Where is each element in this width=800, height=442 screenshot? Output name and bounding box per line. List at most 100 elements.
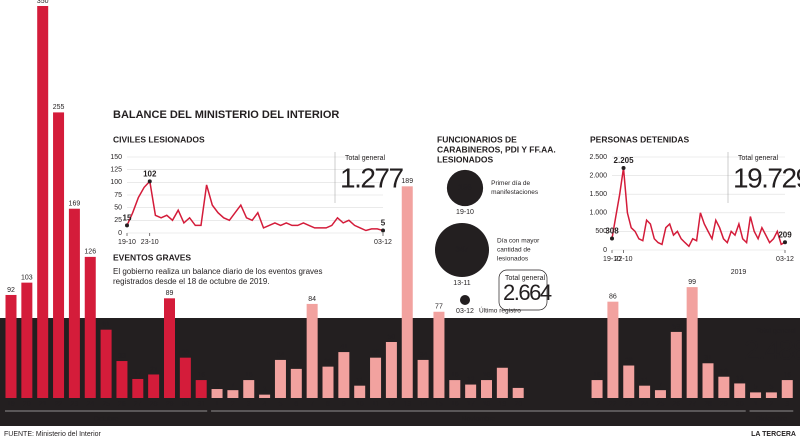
bar bbox=[21, 282, 33, 398]
bar-value-label: 36 bbox=[181, 350, 189, 357]
month-label: Diciembre bbox=[756, 416, 788, 423]
x-tick-label: 19-10 bbox=[603, 256, 621, 263]
bar bbox=[5, 294, 17, 398]
bar bbox=[354, 385, 366, 398]
bar-value-label: 34 bbox=[419, 352, 427, 359]
chart-title: FUNCIONARIOS DE bbox=[437, 134, 517, 144]
bar-value-label: 16 bbox=[593, 372, 601, 379]
bar-value-label: 103 bbox=[21, 274, 33, 281]
total-label: Total general bbox=[505, 275, 546, 282]
x-tick-label: 19-10 bbox=[118, 239, 136, 246]
x-tick-label: 24 bbox=[86, 401, 94, 408]
bar-value-label: 169 bbox=[69, 201, 81, 208]
bar bbox=[322, 366, 334, 398]
x-tick-label: 4 bbox=[263, 401, 267, 408]
bar-value-label: 19 bbox=[720, 369, 728, 376]
bar bbox=[259, 394, 271, 398]
x-tick-label: 7 bbox=[310, 401, 314, 408]
bar bbox=[148, 374, 160, 398]
bar bbox=[211, 389, 223, 398]
bar bbox=[765, 392, 777, 398]
y-tick-label: 150 bbox=[110, 154, 122, 161]
bar-value-label: 17 bbox=[134, 371, 142, 378]
bar bbox=[68, 208, 80, 398]
x-tick-label: 22-10 bbox=[615, 256, 633, 263]
month-label: Octubre bbox=[94, 416, 119, 423]
bubble-note: Primer día de bbox=[491, 180, 530, 187]
x-tick-label: 13 bbox=[403, 401, 411, 408]
x-tick-label: 2 bbox=[769, 401, 773, 408]
bar-value-label: 31 bbox=[704, 355, 712, 362]
bar bbox=[227, 390, 239, 398]
bar-value-label: 189 bbox=[401, 178, 413, 185]
bubble-note: lesionados bbox=[497, 256, 529, 263]
x-tick-label: 12 bbox=[388, 401, 396, 408]
bar bbox=[84, 256, 96, 398]
bar bbox=[306, 303, 318, 398]
bar bbox=[132, 378, 144, 398]
bar-value-label: 7 bbox=[231, 382, 235, 389]
bar-value-label: 3 bbox=[263, 386, 267, 393]
y-tick-label: 50 bbox=[114, 205, 122, 212]
x-tick-label: 20 bbox=[514, 401, 522, 408]
y-tick-label: 2.000 bbox=[589, 172, 607, 179]
y-tick-label: 25 bbox=[114, 217, 122, 224]
bar-value-label: 16 bbox=[483, 372, 491, 379]
total-value: 2.488 bbox=[744, 334, 800, 365]
x-tick-label: 30 bbox=[181, 401, 189, 408]
bar bbox=[370, 357, 382, 398]
bar-value-label: 29 bbox=[625, 357, 633, 364]
x-tick-label: 8 bbox=[326, 401, 330, 408]
x-tick-label: 26 bbox=[118, 401, 126, 408]
bar-value-label: 11 bbox=[641, 378, 648, 385]
bar-value-label: 26 bbox=[292, 361, 300, 368]
bar-value-label: 16 bbox=[245, 372, 253, 379]
x-tick-label: 25 bbox=[657, 401, 665, 408]
bar-value-label: 126 bbox=[84, 249, 96, 256]
bar bbox=[164, 298, 175, 398]
line bbox=[611, 167, 786, 248]
x-tick-label: 23-10 bbox=[141, 239, 159, 246]
line bbox=[126, 179, 384, 232]
total-label: Total general bbox=[756, 328, 797, 335]
y-tick-label: 75 bbox=[114, 192, 122, 199]
bar-value-label: 13 bbox=[736, 375, 744, 382]
bar-value-label: 5 bbox=[754, 384, 758, 391]
total-value: 19.729 bbox=[733, 162, 800, 193]
x-tick-label: 22 bbox=[55, 401, 63, 408]
bubble-note: cantidad de bbox=[497, 247, 531, 254]
bar-value-label: 7 bbox=[658, 382, 662, 389]
bar-value-label: 41 bbox=[340, 344, 348, 351]
x-tick-label: 15 bbox=[435, 401, 443, 408]
x-tick-label: 14 bbox=[419, 401, 427, 408]
bar-value-label: 8 bbox=[215, 381, 219, 388]
bar bbox=[781, 380, 793, 398]
bar bbox=[274, 359, 286, 398]
bubble-label: 12 bbox=[462, 297, 469, 303]
y-tick-label: 0 bbox=[603, 247, 607, 254]
bar bbox=[481, 380, 492, 398]
bar bbox=[607, 301, 619, 398]
bar bbox=[702, 363, 714, 398]
chart-title: CARABINEROS, PDI Y FF.AA. bbox=[437, 144, 556, 154]
point-label: 308 bbox=[605, 227, 619, 236]
y-tick-label: 1.000 bbox=[589, 210, 607, 217]
bubble-label: 347 bbox=[455, 245, 469, 254]
bar bbox=[53, 112, 65, 399]
x-tick-label: 11 bbox=[372, 401, 379, 408]
x-tick-label: 03-12 bbox=[776, 256, 794, 263]
x-tick-label: 27 bbox=[688, 401, 696, 408]
x-tick-label: 28 bbox=[150, 401, 158, 408]
x-tick-label: 29 bbox=[720, 401, 728, 408]
chart-title: EVENTOS GRAVES bbox=[113, 252, 191, 262]
total-label: Total general bbox=[345, 155, 386, 162]
x-tick-label: 28 bbox=[704, 401, 712, 408]
bar bbox=[686, 287, 698, 398]
x-tick-label: 18 bbox=[483, 401, 491, 408]
x-tick-label: 9 bbox=[342, 401, 346, 408]
bar bbox=[243, 380, 255, 398]
bubble bbox=[459, 294, 471, 306]
x-tick-label: 29 bbox=[166, 401, 174, 408]
x-tick-label: 3 bbox=[785, 401, 789, 408]
